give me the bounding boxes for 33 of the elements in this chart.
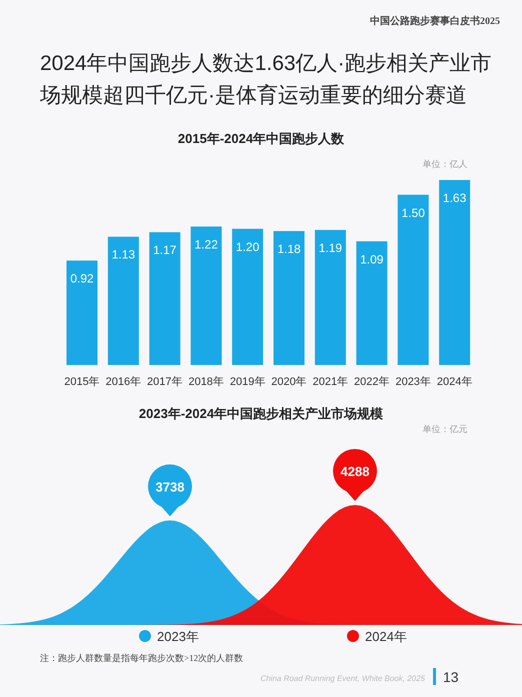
data-label: 4288 (340, 464, 370, 479)
text: 单位：亿元 (422, 424, 468, 434)
x-tick-label: 2015年 (64, 376, 100, 388)
text: 中国公路跑步赛事白皮书2025 (370, 15, 500, 27)
x-tick-label: 2023年 (395, 376, 431, 388)
data-label: 1.20 (236, 240, 260, 254)
data-label: 0.92 (70, 272, 94, 286)
x-tick-label: 2018年 (188, 376, 224, 388)
text: China Road Running Event, White Book, 2025 (260, 674, 426, 683)
text: 13 (443, 669, 459, 685)
data-label: 1.17 (153, 243, 177, 258)
text: 注：跑步人群数量是指每年跑步次数>12次的人群数 (40, 653, 244, 663)
data-label: 1.63 (442, 191, 467, 205)
chart-title: 2015年-2024年中国跑步人数 (178, 131, 346, 146)
data-label: 1.18 (277, 242, 301, 256)
x-tick-label: 2017年 (147, 376, 183, 388)
x-tick-label: 2016年 (106, 376, 142, 388)
category-label: 2024年 (365, 629, 407, 644)
x-tick-label: 2019年 (230, 376, 266, 388)
data-label: 1.22 (194, 238, 218, 252)
x-tick-label: 2020年 (271, 376, 307, 388)
text: 单位：亿人 (422, 159, 468, 169)
data-label: 1.13 (112, 248, 136, 262)
data-label: 1.09 (360, 252, 384, 266)
text: 2024年中国跑步人数达1.63亿人·跑步相关产业市场规模超四千亿元·是体育运动重要的细分赛道 (39, 52, 492, 107)
x-tick-label: 2024年 (436, 376, 472, 388)
data-label: 1.50 (402, 206, 426, 220)
data-label: 3738 (156, 479, 184, 494)
category-label: 2023年 (157, 629, 199, 644)
x-tick-label: 2021年 (312, 376, 348, 388)
data-label: 1.19 (318, 240, 342, 255)
x-tick-label: 2022年 (354, 376, 390, 388)
text: 2023年-2024年中国跑步相关产业市场规模 (138, 406, 384, 421)
